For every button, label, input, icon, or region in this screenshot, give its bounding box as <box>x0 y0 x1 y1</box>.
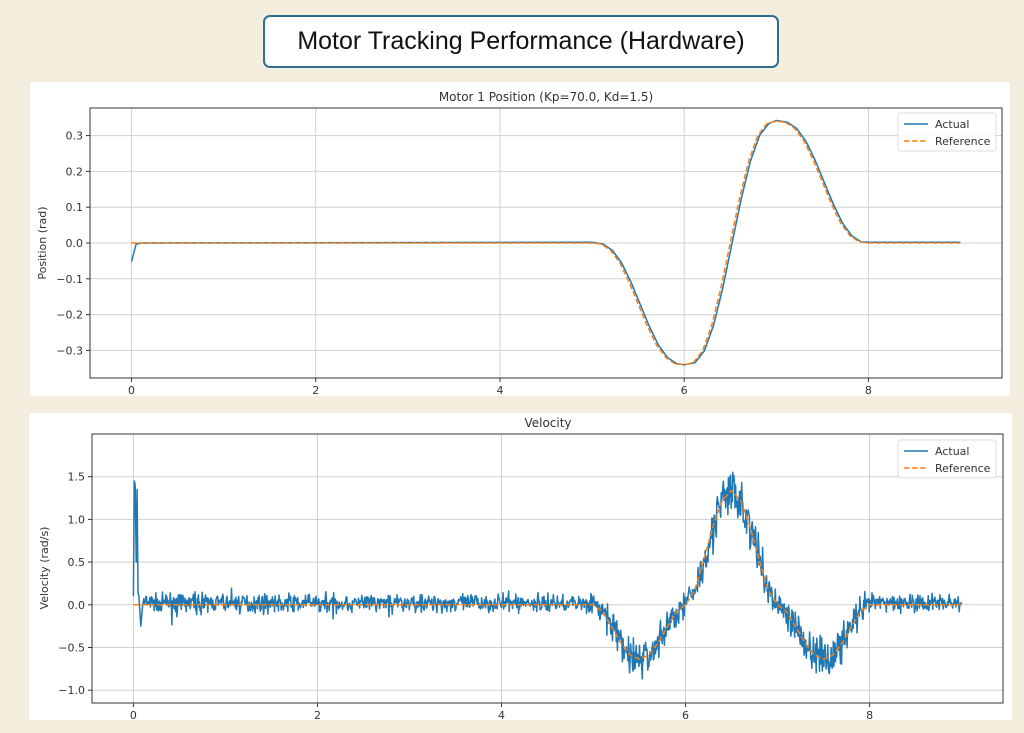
position-y-tick-label: −0.1 <box>56 273 83 286</box>
position-x-tick-label: 8 <box>865 384 872 397</box>
position-chart-title: Motor 1 Position (Kp=70.0, Kd=1.5) <box>439 90 653 104</box>
position-panel <box>30 82 1010 396</box>
position-y-tick-label: 0.0 <box>66 237 84 250</box>
velocity-x-tick-label: 8 <box>866 709 873 722</box>
velocity-legend-box <box>897 439 997 479</box>
velocity-x-tick-label: 2 <box>314 709 321 722</box>
velocity-y-tick-label: −1.0 <box>58 684 85 697</box>
velocity-plot: 0 2 4 6 8 −1.0 −0.5 0.0 0.5 1.0 1.5 Actual Reference <box>58 433 1004 722</box>
velocity-series-reference <box>133 489 962 661</box>
position-legend-box <box>897 112 997 152</box>
velocity-legend-label-actual: Actual <box>935 445 969 458</box>
velocity-legend-label-reference: Reference <box>935 462 991 475</box>
velocity-y-tick-label: −0.5 <box>58 641 85 654</box>
position-x-tick-label: 6 <box>681 384 688 397</box>
velocity-y-tick-label: 1.5 <box>68 471 86 484</box>
position-x-tick-label: 0 <box>128 384 135 397</box>
position-series-reference <box>131 120 961 366</box>
position-x-tick-label: 4 <box>496 384 503 397</box>
position-legend-label-actual: Actual <box>935 118 969 131</box>
velocity-y-tick-label: 1.0 <box>68 513 86 526</box>
velocity-x-tick-label: 6 <box>682 709 689 722</box>
position-y-tick-label: −0.2 <box>56 309 83 322</box>
slide-title: Motor Tracking Performance (Hardware) <box>263 15 779 68</box>
position-y-tick-label: 0.2 <box>66 165 84 178</box>
position-plot: 0 2 4 6 8 −0.3 −0.2 −0.1 0.0 0.1 0.2 0.3 Actual Refer… <box>56 107 1003 397</box>
position-y-axis-label: Position (rad) <box>36 206 49 279</box>
velocity-panel <box>29 413 1012 720</box>
position-series-actual <box>130 119 961 366</box>
velocity-series-actual <box>132 471 963 680</box>
velocity-legend: Actual Reference <box>897 439 997 479</box>
position-legend-label-reference: Reference <box>935 135 991 148</box>
velocity-axes-frame <box>91 433 1004 704</box>
velocity-chart-title: Velocity <box>524 416 571 430</box>
position-y-tick-label: 0.1 <box>66 201 84 214</box>
position-x-tick-label: 2 <box>312 384 319 397</box>
position-y-tick-label: −0.3 <box>56 344 83 357</box>
velocity-x-tick-label: 4 <box>498 709 505 722</box>
velocity-y-tick-label: 0.5 <box>68 556 86 569</box>
velocity-y-tick-label: 0.0 <box>68 599 86 612</box>
position-y-tick-label: 0.3 <box>66 130 84 143</box>
position-legend: Actual Reference <box>897 112 997 152</box>
velocity-y-axis-label: Velocity (rad/s) <box>38 527 51 610</box>
position-axes-frame <box>89 107 1003 379</box>
velocity-x-tick-label: 0 <box>130 709 137 722</box>
